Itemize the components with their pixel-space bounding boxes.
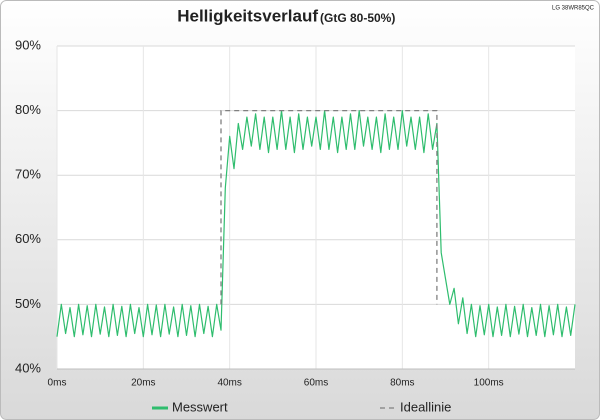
data-line <box>56 110 576 338</box>
y-tick-label: 70% <box>15 167 41 182</box>
y-tick-label: 60% <box>15 231 41 246</box>
x-tick-label: 0ms <box>48 378 67 389</box>
x-tick-label: 40ms <box>217 378 241 389</box>
y-tick-label: 80% <box>15 102 41 117</box>
y-tick-label: 50% <box>15 296 41 311</box>
y-tick-label: 90% <box>15 37 41 52</box>
y-tick-label: 40% <box>15 360 41 375</box>
data-line <box>220 109 438 305</box>
legend-label: Ideallinie <box>400 399 451 414</box>
x-tick-label: 60ms <box>304 378 328 389</box>
x-tick-label: 80ms <box>390 378 414 389</box>
model-label: LG 38WR85QC <box>552 6 595 12</box>
chart-title: Helligkeitsverlauf <box>177 6 318 25</box>
legend-label: Messwert <box>172 399 228 414</box>
chart-subtitle: (GtG 80-50%) <box>320 11 395 25</box>
x-tick-label: 20ms <box>131 378 155 389</box>
x-tick-label: 100ms <box>474 378 504 389</box>
